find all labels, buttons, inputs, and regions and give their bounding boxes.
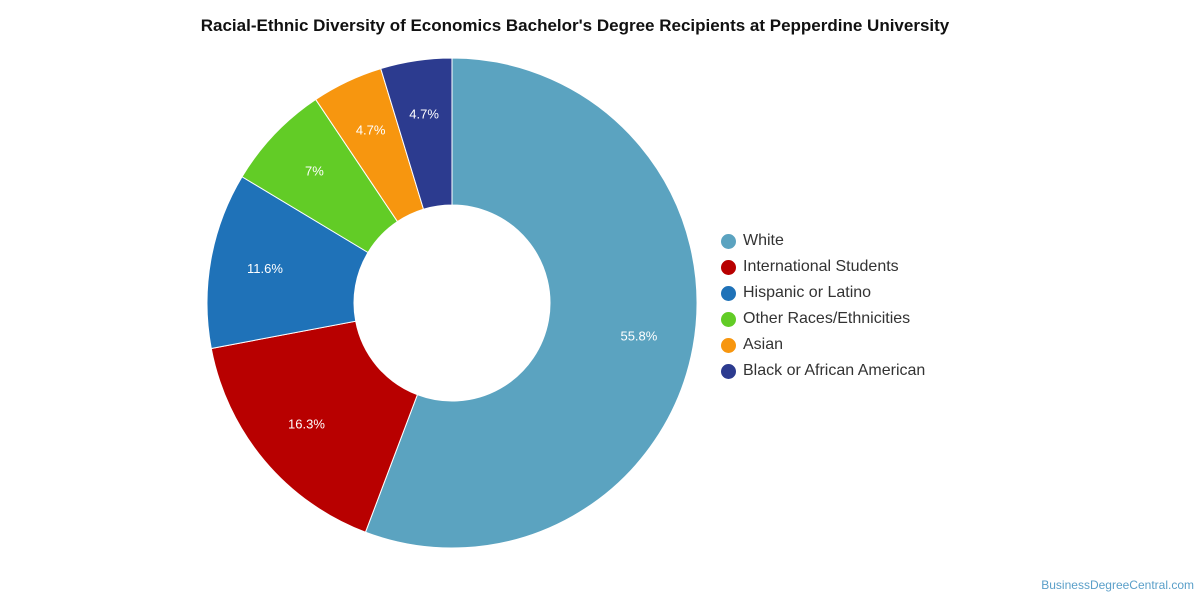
legend-item-asian[interactable]: Asian xyxy=(721,332,925,358)
legend-label: Black or African American xyxy=(743,362,926,379)
legend-swatch xyxy=(721,363,736,379)
legend: White International Students Hispanic or L… xyxy=(721,228,925,384)
legend-label: International Students xyxy=(743,258,899,275)
slice-label-asian: 4.7% xyxy=(356,123,386,138)
chart-title: Racial-Ethnic Diversity of Economics Bac… xyxy=(200,16,950,35)
source-credit[interactable]: BusinessDegreeCentral.com xyxy=(1041,578,1194,592)
legend-item-international-students[interactable]: International Students xyxy=(721,254,925,280)
slice-black-or-african-american[interactable] xyxy=(380,57,453,210)
legend-swatch xyxy=(721,259,736,275)
legend-swatch xyxy=(721,311,736,327)
legend-item-other-races-ethnicities[interactable]: Other Races/Ethnicities xyxy=(721,306,925,332)
legend-item-white[interactable]: White xyxy=(721,228,925,254)
legend-swatch xyxy=(721,337,736,353)
slice-label-hispanic-or-latino: 11.6% xyxy=(247,261,283,276)
slice-label-black-or-african-american: 4.7% xyxy=(409,107,439,122)
legend-label: Asian xyxy=(743,336,784,353)
legend-label: Other Races/Ethnicities xyxy=(743,310,911,327)
legend-label: White xyxy=(743,232,784,249)
legend-item-black-or-african-american[interactable]: Black or African American xyxy=(721,358,925,384)
legend-item-hispanic-or-latino[interactable]: Hispanic or Latino xyxy=(721,280,925,306)
legend-swatch xyxy=(721,233,736,249)
slice-label-international-students: 16.3% xyxy=(288,417,325,432)
legend-swatch xyxy=(721,285,736,301)
legend-label: Hispanic or Latino xyxy=(743,284,872,301)
slice-white[interactable] xyxy=(364,57,698,549)
slice-international-students[interactable] xyxy=(210,320,419,533)
slice-hispanic-or-latino[interactable] xyxy=(206,176,369,350)
slice-label-other-races-ethnicities: 7% xyxy=(305,163,324,178)
slice-label-white: 55.8% xyxy=(620,329,657,344)
